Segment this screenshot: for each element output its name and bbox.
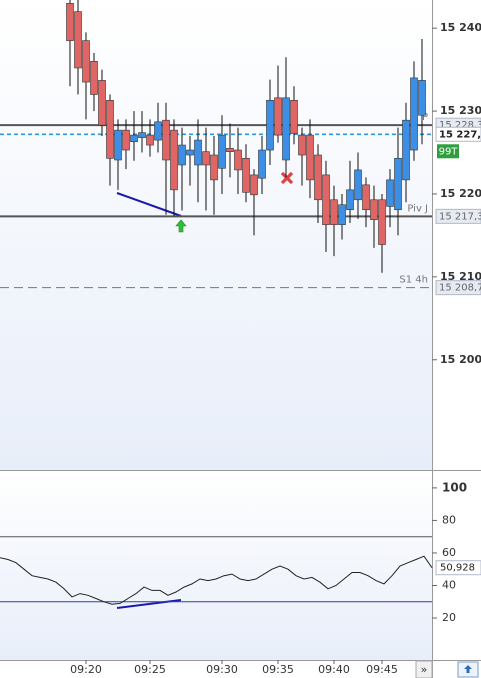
- level-label: 15 217,3: [439, 211, 481, 222]
- candle-body: [346, 189, 354, 211]
- y-tick-label: 15 240: [440, 21, 481, 34]
- candle-body: [306, 134, 314, 181]
- candle-body: [338, 204, 346, 225]
- level-label: 15 228,3: [439, 120, 481, 131]
- y-tick-label: 80: [442, 513, 456, 526]
- candle-body: [370, 199, 378, 220]
- candle-body: [218, 134, 226, 169]
- candle-body: [154, 121, 162, 141]
- x-tick-label: 09:40: [318, 663, 350, 676]
- candle-body: [202, 151, 210, 166]
- candle-body: [90, 61, 98, 95]
- candle-body: [394, 158, 402, 211]
- candle-body: [298, 134, 306, 156]
- level-name: P: [422, 112, 428, 123]
- level-name: S1 4h: [399, 275, 428, 286]
- y-tick-label: 15 210: [440, 270, 481, 283]
- candle-body: [258, 149, 266, 179]
- candle-body: [130, 134, 138, 143]
- candle-body: [250, 174, 258, 196]
- tag-box: [437, 144, 459, 159]
- x-tick-label: 09:20: [70, 663, 102, 676]
- candle-body: [66, 3, 74, 41]
- candle-body: [138, 132, 146, 138]
- candle-body: [314, 154, 322, 201]
- y-tick-label: 15 200: [440, 353, 481, 366]
- level-name: Piv J: [407, 203, 428, 214]
- candle-body: [74, 11, 82, 69]
- divergence-line: [116, 192, 182, 217]
- candle-body: [170, 129, 178, 191]
- candle-body: [82, 40, 90, 83]
- candle-body: [226, 148, 234, 152]
- candle-body: [354, 169, 362, 201]
- candle-body: [386, 179, 394, 207]
- export-icon: [464, 665, 472, 673]
- candle-body: [114, 129, 122, 161]
- x-tick-label: 09:45: [366, 663, 398, 676]
- candle-body: [194, 139, 202, 166]
- level-label: 15 208,7: [439, 283, 481, 294]
- candle-body: [274, 97, 282, 136]
- scroll-label[interactable]: »: [421, 663, 428, 676]
- y-tick-label: 20: [442, 611, 456, 624]
- price-panel: [0, 0, 432, 470]
- time-axis: [0, 660, 481, 678]
- candle-body: [210, 154, 218, 181]
- candle-body: [418, 80, 426, 116]
- level-label-box: [435, 280, 481, 296]
- x-tick-label: 09:35: [262, 663, 294, 676]
- x-tick-label: 09:30: [206, 663, 238, 676]
- candle-body: [122, 129, 130, 151]
- buy-arrow: [175, 219, 187, 233]
- candle-body: [266, 99, 274, 151]
- candle-body: [402, 119, 410, 181]
- candle-body: [290, 99, 298, 134]
- y-tick-label: 40: [442, 578, 456, 591]
- y-tick-label: 15 220: [440, 187, 481, 200]
- candle-body: [106, 99, 114, 159]
- candle-body: [362, 184, 370, 211]
- y-tick-label: 15 230: [440, 104, 481, 117]
- level-label-box: [435, 208, 481, 224]
- candle-body: [282, 97, 290, 161]
- y-tick-label: 60: [442, 546, 456, 559]
- tag-label: 99T: [439, 146, 459, 157]
- candle-body: [98, 80, 106, 126]
- rsi-value-label: 50,928: [440, 563, 475, 574]
- rsi-value-box: [435, 560, 481, 576]
- current-price-label: 15 227,2: [439, 129, 481, 140]
- candle-body: [178, 144, 186, 166]
- candle-body: [234, 149, 242, 171]
- candle-body: [330, 199, 338, 225]
- candle-body: [162, 119, 170, 161]
- candle-body: [378, 199, 386, 245]
- y-tick-label: 100: [442, 480, 467, 494]
- candle-body: [242, 158, 250, 193]
- candle-body: [322, 174, 330, 225]
- sell-marker: [280, 171, 294, 185]
- scroll-button[interactable]: [415, 660, 433, 678]
- candle-body: [186, 149, 194, 156]
- candle-body: [410, 77, 418, 151]
- x-tick-label: 09:25: [134, 663, 166, 676]
- axis-panel: [432, 0, 481, 678]
- current-price-box: [435, 126, 481, 142]
- rsi-panel: [0, 471, 432, 660]
- candle-body: [146, 134, 154, 146]
- rsi-line: [0, 555, 433, 605]
